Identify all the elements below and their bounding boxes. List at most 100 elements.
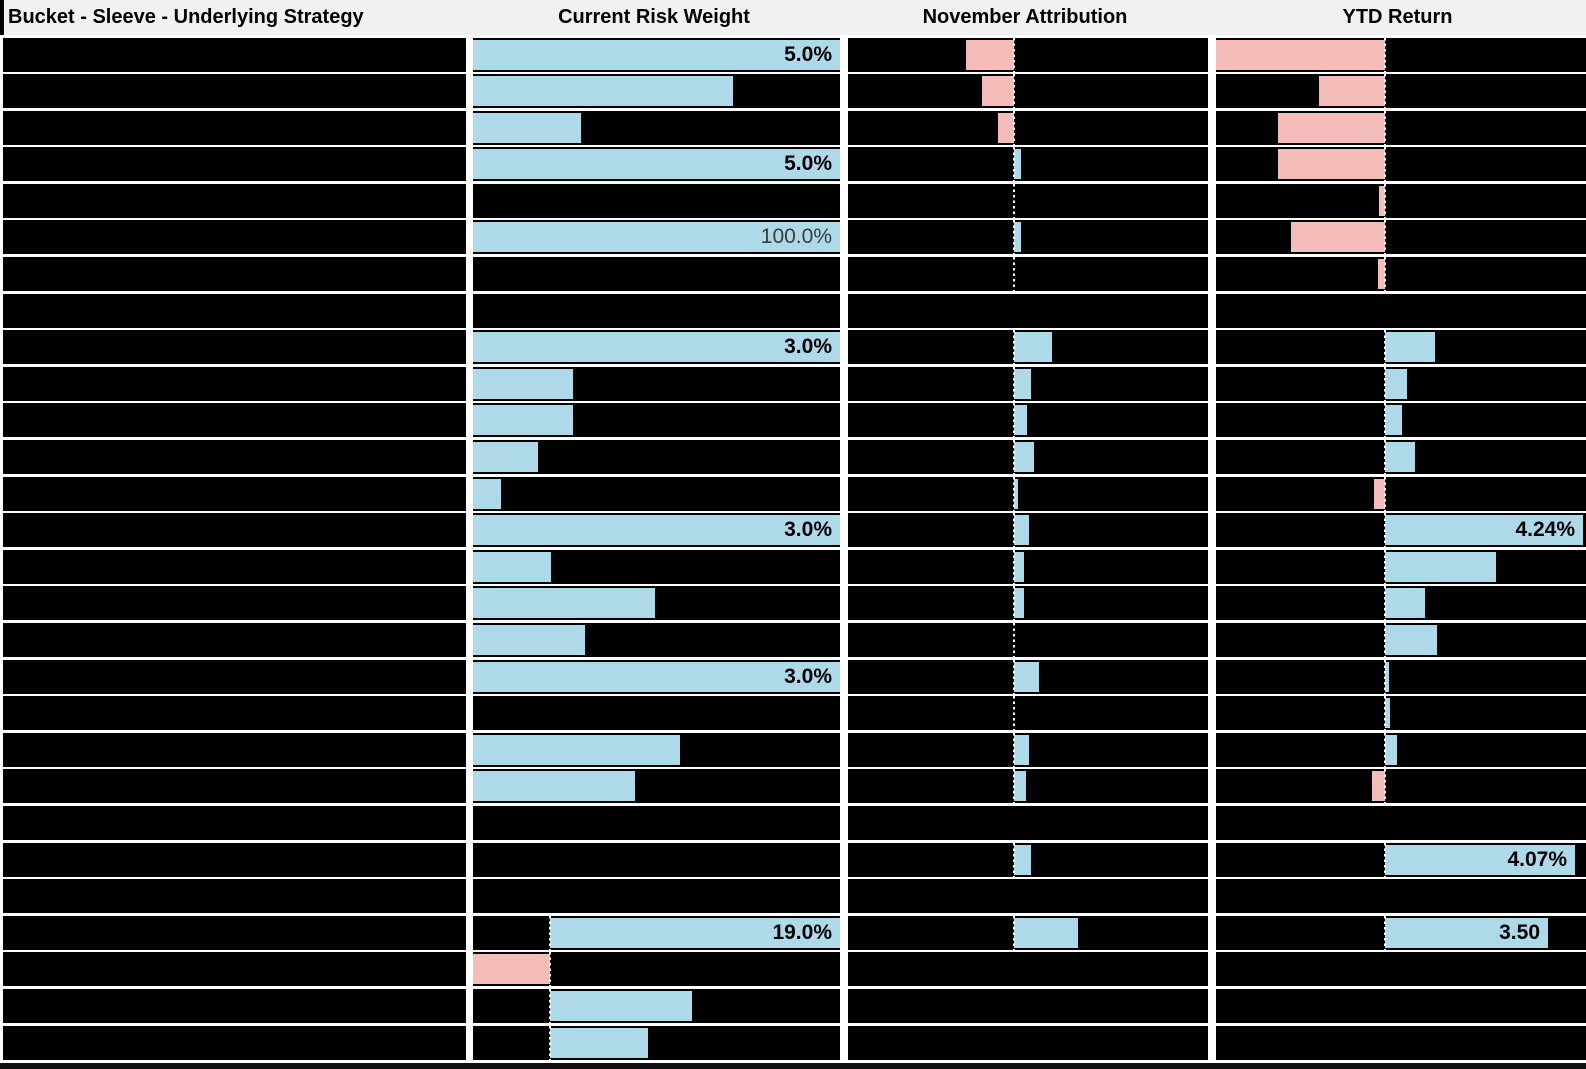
zero-axis-line (1384, 476, 1386, 511)
negative-value-bar (1374, 478, 1385, 509)
ytd-return-cell (1216, 586, 1586, 621)
positive-value-bar (1014, 442, 1034, 473)
risk-weight-cell (473, 549, 840, 584)
ytd-return-cell (1216, 403, 1586, 438)
strategy-name-cell-redacted (3, 988, 466, 1023)
ytd-return-cell (1216, 659, 1586, 694)
table-row (0, 732, 1586, 767)
header-current-risk-weight: Current Risk Weight (558, 6, 750, 28)
risk-weight-cell (473, 586, 840, 621)
nov-attribution-cell (848, 476, 1208, 511)
zero-axis-line (1384, 183, 1386, 218)
zero-axis-line (1384, 220, 1386, 255)
ytd-return-cell (1216, 147, 1586, 182)
zero-axis-line (1013, 183, 1015, 218)
strategy-name-cell-redacted (3, 293, 466, 328)
table-bottom-border (0, 1063, 1586, 1069)
zero-axis-line (1384, 659, 1386, 694)
risk-weight-cell (473, 110, 840, 145)
strategy-name-cell-redacted (3, 769, 466, 804)
negative-value-bar (1216, 39, 1385, 70)
ytd-return-cell (1216, 220, 1586, 255)
negative-value-bar (473, 954, 550, 985)
positive-value-bar (473, 222, 840, 253)
zero-axis-line (1013, 623, 1015, 657)
zero-axis-line (1013, 147, 1015, 182)
zero-axis-line (1013, 769, 1015, 804)
strategy-name-cell-redacted (3, 879, 466, 914)
ytd-return-cell (1216, 476, 1586, 511)
nov-attribution-cell (848, 623, 1208, 657)
strategy-name-cell-redacted (3, 659, 466, 694)
zero-axis-line (1013, 732, 1015, 767)
negative-value-bar (1379, 185, 1385, 216)
zero-axis-line (1013, 257, 1015, 292)
positive-value-bar (1385, 515, 1583, 546)
risk-weight-cell (473, 403, 840, 438)
nov-attribution-cell (848, 257, 1208, 292)
strategy-name-cell-redacted (3, 257, 466, 292)
nov-attribution-cell (848, 659, 1208, 694)
table-row (0, 293, 1586, 328)
table-row: 3.0% 4.24% (0, 513, 1586, 548)
risk-weight-cell (473, 440, 840, 475)
positive-value-bar (473, 39, 840, 70)
positive-value-bar (1014, 332, 1052, 363)
ytd-return-cell: 4.24% (1216, 513, 1586, 548)
zero-axis-line (549, 915, 551, 950)
zero-axis-line (1013, 476, 1015, 511)
positive-value-bar (473, 588, 655, 619)
negative-value-bar (966, 39, 1014, 70)
zero-axis-line (1384, 696, 1386, 731)
strategy-name-cell-redacted (3, 366, 466, 401)
strategy-name-cell-redacted (3, 330, 466, 365)
table-row (0, 366, 1586, 401)
strategy-name-cell-redacted (3, 220, 466, 255)
ytd-return-cell (1216, 769, 1586, 804)
table-row (0, 805, 1586, 840)
risk-weight-cell (473, 74, 840, 109)
ytd-return-cell (1216, 732, 1586, 767)
risk-weight-cell: 5.0% (473, 37, 840, 72)
bar-value-label: 5.0% (784, 42, 832, 66)
nov-attribution-cell (848, 696, 1208, 731)
positive-value-bar (1014, 222, 1021, 253)
zero-axis-line (1013, 915, 1015, 950)
zero-axis-line (1384, 732, 1386, 767)
nov-attribution-cell (848, 403, 1208, 438)
zero-axis-line (1384, 147, 1386, 182)
positive-value-bar (1385, 551, 1496, 582)
risk-weight-cell (473, 696, 840, 731)
bar-value-label: 5.0% (784, 152, 832, 176)
table-row (0, 952, 1586, 987)
risk-weight-cell (473, 952, 840, 987)
risk-weight-cell: 19.0% (473, 915, 840, 950)
positive-value-bar (550, 1027, 648, 1058)
zero-axis-line (1384, 915, 1386, 950)
negative-value-bar (1378, 259, 1385, 290)
positive-value-bar (550, 990, 692, 1021)
ytd-return-cell (1216, 805, 1586, 840)
table-row (0, 183, 1586, 218)
bar-value-label: 3.0% (784, 335, 832, 359)
ytd-return-cell: 4.07% (1216, 842, 1586, 877)
nov-attribution-cell (848, 842, 1208, 877)
positive-value-bar (1385, 625, 1437, 655)
strategy-name-cell-redacted (3, 732, 466, 767)
negative-value-bar (1372, 771, 1385, 802)
strategy-name-cell-redacted (3, 147, 466, 182)
positive-value-bar (1014, 771, 1026, 802)
zero-axis-line (1384, 623, 1386, 657)
positive-value-bar (473, 442, 538, 473)
table-row (0, 549, 1586, 584)
table-row (0, 769, 1586, 804)
risk-weight-cell: 3.0% (473, 513, 840, 548)
negative-value-bar (998, 112, 1014, 143)
ytd-return-cell (1216, 879, 1586, 914)
zero-axis-line (1013, 696, 1015, 731)
positive-value-bar (1014, 661, 1039, 692)
risk-weight-cell: 3.0% (473, 330, 840, 365)
strategy-name-cell-redacted (3, 805, 466, 840)
risk-weight-cell (473, 183, 840, 218)
zero-axis-line (1013, 74, 1015, 109)
